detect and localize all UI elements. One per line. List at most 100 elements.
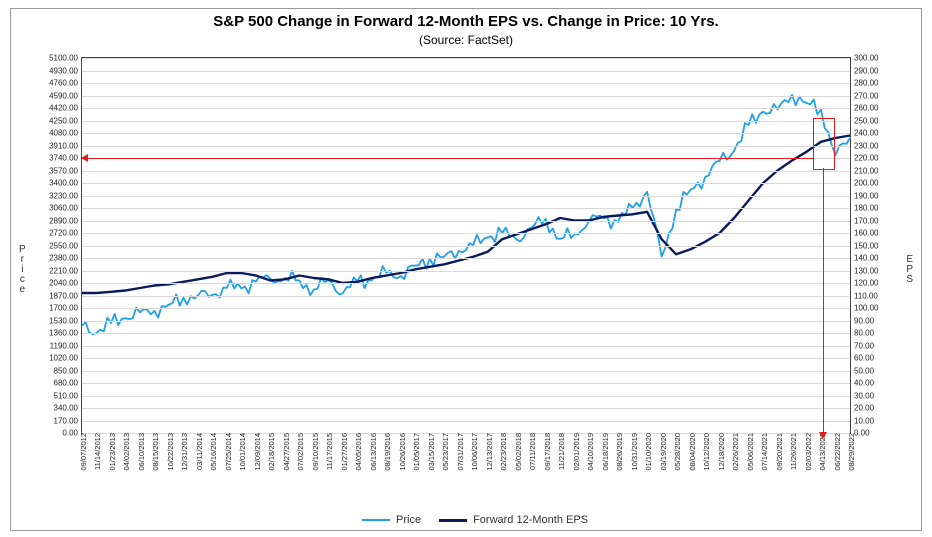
xtick: 10/31/2019 xyxy=(630,433,639,471)
ytick-left: 850.00 xyxy=(54,366,82,375)
xtick: 03/15/2017 xyxy=(427,433,436,471)
xtick: 07/11/2018 xyxy=(528,433,537,470)
ytick-right: 180.00 xyxy=(850,204,878,213)
xtick: 01/10/2020 xyxy=(644,433,653,471)
legend-label: Price xyxy=(396,514,421,526)
ytick-right: 240.00 xyxy=(850,129,878,138)
ytick-left: 2890.00 xyxy=(49,216,82,225)
chart-frame: S&P 500 Change in Forward 12-Month EPS v… xyxy=(10,8,922,531)
xtick: 06/18/2019 xyxy=(601,433,610,471)
ytick-left: 4080.00 xyxy=(49,129,82,138)
xtick: 06/10/2013 xyxy=(137,433,146,471)
xtick: 02/03/2022 xyxy=(804,433,813,471)
ytick-right: 70.00 xyxy=(850,341,874,350)
ytick-left: 3230.00 xyxy=(49,191,82,200)
ytick-left: 680.00 xyxy=(54,379,82,388)
ytick-left: 340.00 xyxy=(54,404,82,413)
ytick-left: 4760.00 xyxy=(49,79,82,88)
xtick: 04/05/2016 xyxy=(354,433,363,471)
ytick-left: 2550.00 xyxy=(49,241,82,250)
xtick: 12/13/2017 xyxy=(485,433,494,471)
ytick-left: 1190.00 xyxy=(50,341,82,350)
xtick: 01/27/2016 xyxy=(340,433,349,471)
xtick: 09/20/2021 xyxy=(775,433,784,471)
xtick: 05/06/2021 xyxy=(746,433,755,471)
xtick: 08/26/2019 xyxy=(615,433,624,471)
ytick-right: 300.00 xyxy=(850,54,878,63)
ytick-left: 3060.00 xyxy=(49,204,82,213)
ytick-left: 1530.00 xyxy=(49,316,82,325)
legend-swatch xyxy=(362,519,390,521)
ytick-left: 2210.00 xyxy=(49,266,82,275)
legend-label: Forward 12-Month EPS xyxy=(473,514,588,526)
xtick: 12/31/2013 xyxy=(180,433,189,471)
ytick-right: 120.00 xyxy=(850,279,878,288)
ytick-right: 20.00 xyxy=(850,404,874,413)
xtick: 08/15/2013 xyxy=(151,433,160,471)
ytick-right: 210.00 xyxy=(850,166,878,175)
xtick: 12/18/2020 xyxy=(717,433,726,471)
ytick-left: 4930.00 xyxy=(49,66,82,75)
ytick-right: 140.00 xyxy=(850,254,878,263)
xtick: 04/10/2019 xyxy=(586,433,595,471)
ytick-right: 260.00 xyxy=(850,104,878,113)
ytick-right: 10.00 xyxy=(850,416,874,425)
ytick-left: 4590.00 xyxy=(49,91,82,100)
xtick: 06/13/2016 xyxy=(369,433,378,471)
ytick-right: 30.00 xyxy=(850,391,874,400)
y-axis-left-label: Price xyxy=(19,245,26,295)
ytick-right: 150.00 xyxy=(850,241,878,250)
xtick: 12/09/2014 xyxy=(253,433,262,471)
ytick-right: 130.00 xyxy=(850,266,878,275)
xtick: 10/26/2016 xyxy=(398,433,407,471)
ytick-right: 100.00 xyxy=(850,304,878,313)
ytick-right: 160.00 xyxy=(850,229,878,238)
xtick: 02/18/2015 xyxy=(267,433,276,471)
chart-subtitle: (Source: FactSet) xyxy=(11,33,921,47)
ytick-right: 200.00 xyxy=(850,179,878,188)
ytick-left: 4420.00 xyxy=(49,104,82,113)
xtick: 11/21/2018 xyxy=(557,433,566,470)
ytick-right: 230.00 xyxy=(850,141,878,150)
ytick-left: 1360.00 xyxy=(49,329,82,338)
ytick-left: 2040.00 xyxy=(49,279,82,288)
xtick: 01/05/2017 xyxy=(412,433,421,471)
xtick: 04/27/2015 xyxy=(282,433,291,471)
series-price xyxy=(82,95,850,334)
ytick-right: 290.00 xyxy=(850,66,878,75)
xtick: 07/31/2017 xyxy=(456,433,465,471)
ytick-right: 40.00 xyxy=(850,379,874,388)
xtick: 09/07/2012 xyxy=(79,433,88,471)
xtick: 08/29/2022 xyxy=(847,433,856,471)
xtick: 07/25/2014 xyxy=(224,433,233,471)
ytick-left: 170.00 xyxy=(54,416,82,425)
ytick-left: 1870.00 xyxy=(49,291,82,300)
legend-swatch xyxy=(439,519,467,522)
ytick-left: 510.00 xyxy=(54,391,82,400)
xtick: 02/26/2021 xyxy=(731,433,740,471)
xtick: 11/26/2021 xyxy=(789,433,798,470)
ytick-right: 60.00 xyxy=(850,354,874,363)
xtick: 07/02/2015 xyxy=(296,433,305,471)
xtick: 03/19/2020 xyxy=(659,433,668,471)
series-eps xyxy=(82,136,850,294)
ytick-right: 50.00 xyxy=(850,366,874,375)
plot-area: 0.00170.00340.00510.00680.00850.001020.0… xyxy=(81,57,851,434)
ytick-right: 90.00 xyxy=(850,316,874,325)
ytick-left: 2720.00 xyxy=(49,229,82,238)
ytick-right: 270.00 xyxy=(850,91,878,100)
chart-title: S&P 500 Change in Forward 12-Month EPS v… xyxy=(11,13,921,30)
chart-container: S&P 500 Change in Forward 12-Month EPS v… xyxy=(0,0,932,537)
xtick: 09/10/2015 xyxy=(311,433,320,471)
ytick-left: 3570.00 xyxy=(49,166,82,175)
xtick: 05/28/2020 xyxy=(673,433,682,471)
ytick-left: 5100.00 xyxy=(49,54,82,63)
xtick: 11/17/2015 xyxy=(325,433,334,470)
xtick: 10/22/2013 xyxy=(166,433,175,471)
ytick-left: 2380.00 xyxy=(49,254,82,263)
ytick-right: 280.00 xyxy=(850,79,878,88)
xtick: 04/02/2013 xyxy=(122,433,131,471)
xtick: 05/23/2017 xyxy=(441,433,450,471)
xtick: 02/23/2018 xyxy=(499,433,508,471)
ytick-left: 3400.00 xyxy=(49,179,82,188)
